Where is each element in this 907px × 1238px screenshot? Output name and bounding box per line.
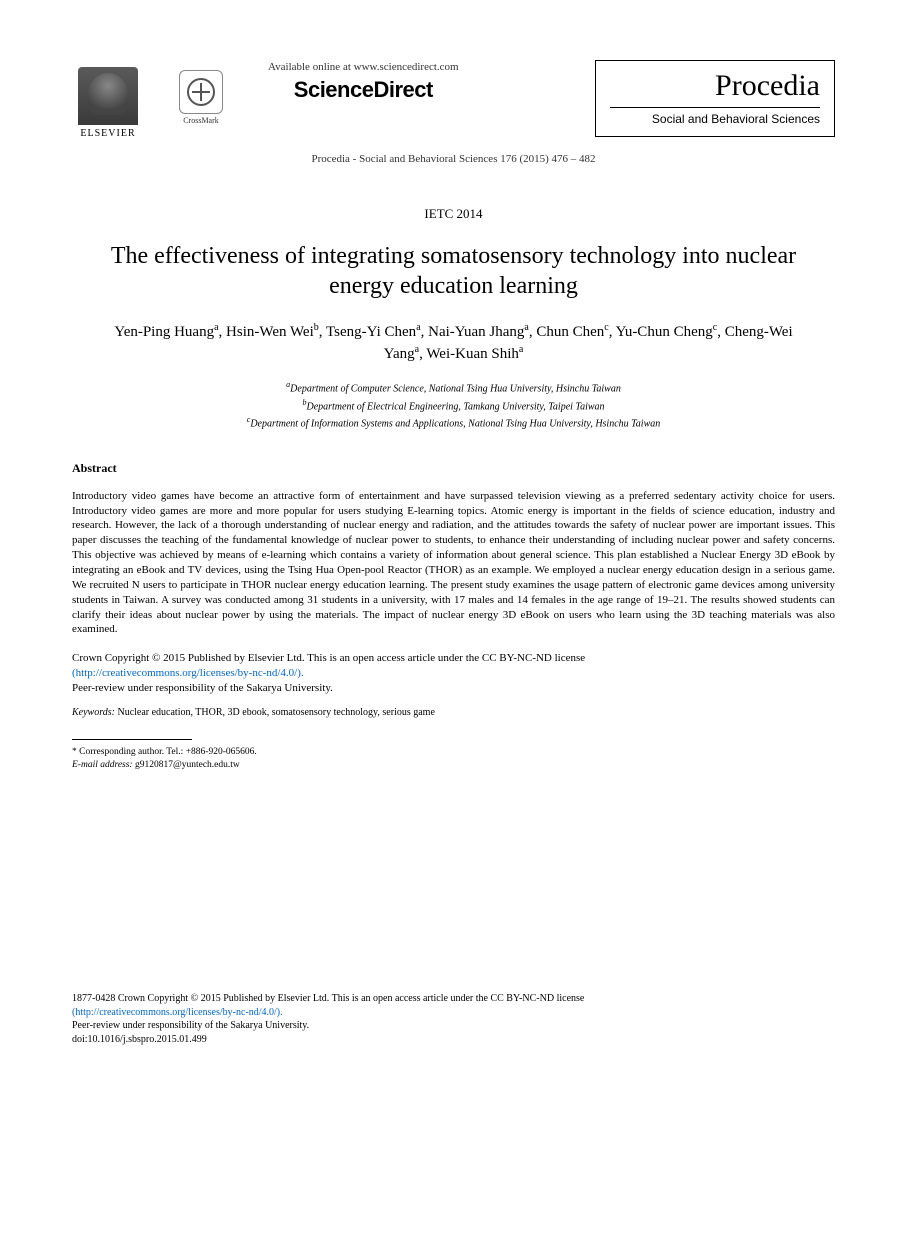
footnotes: * Corresponding author. Tel.: +886-920-0… [72,746,835,773]
footer-issn: 1877-0428 Crown Copyright © 2015 Publish… [72,993,584,1004]
keywords-text: Nuclear education, THOR, 3D ebook, somat… [115,707,435,718]
footnote-separator [72,739,192,740]
sciencedirect-block: Available online at www.sciencedirect.co… [258,60,469,105]
affiliations: aDepartment of Computer Science, Nationa… [72,379,835,431]
crossmark-icon [179,70,223,114]
conference-name: IETC 2014 [72,206,835,223]
license-link[interactable]: (http://creativecommons.org/licenses/by-… [72,667,304,679]
abstract-text: Introductory video games have become an … [72,489,835,637]
copyright-line: Crown Copyright © 2015 Published by Else… [72,652,585,664]
email-line: E-mail address: g9120817@yuntech.edu.tw [72,759,835,772]
footer-doi: doi:10.1016/j.sbspro.2015.01.499 [72,1034,207,1045]
email-address: g9120817@yuntech.edu.tw [133,760,240,770]
paper-title: The effectiveness of integrating somatos… [72,241,835,301]
available-online-text: Available online at www.sciencedirect.co… [268,60,459,74]
copyright-block: Crown Copyright © 2015 Published by Else… [72,651,835,696]
peer-review-line: Peer-review under responsibility of the … [72,682,333,694]
abstract-heading: Abstract [72,461,835,477]
elsevier-label: ELSEVIER [80,127,135,140]
footer-peer-review: Peer-review under responsibility of the … [72,1020,309,1031]
header-row: ELSEVIER CrossMark Available online at w… [72,60,835,140]
sciencedirect-logo: ScienceDirect [268,76,459,105]
elsevier-tree-icon [78,67,138,125]
footer-license-link[interactable]: (http://creativecommons.org/licenses/by-… [72,1007,283,1018]
crossmark-widget[interactable]: CrossMark [174,70,228,126]
keywords-label: Keywords: [72,707,115,718]
affiliation-c: cDepartment of Information Systems and A… [72,414,835,431]
procedia-title: Procedia [610,71,820,101]
corresponding-author: * Corresponding author. Tel.: +886-920-0… [72,746,835,759]
page-footer: 1877-0428 Crown Copyright © 2015 Publish… [72,992,835,1046]
email-label: E-mail address: [72,760,133,770]
keywords-line: Keywords: Nuclear education, THOR, 3D eb… [72,706,835,719]
crossmark-label: CrossMark [174,116,228,126]
affiliation-b: bDepartment of Electrical Engineering, T… [72,397,835,414]
procedia-subtitle: Social and Behavioral Sciences [610,107,820,128]
authors-list: Yen-Ping Huanga, Hsin-Wen Weib, Tseng-Yi… [72,321,835,365]
left-logos: ELSEVIER CrossMark Available online at w… [72,60,469,140]
journal-reference: Procedia - Social and Behavioral Science… [72,152,835,166]
elsevier-logo: ELSEVIER [72,60,144,140]
procedia-box: Procedia Social and Behavioral Sciences [595,60,835,137]
affiliation-a: aDepartment of Computer Science, Nationa… [72,379,835,396]
